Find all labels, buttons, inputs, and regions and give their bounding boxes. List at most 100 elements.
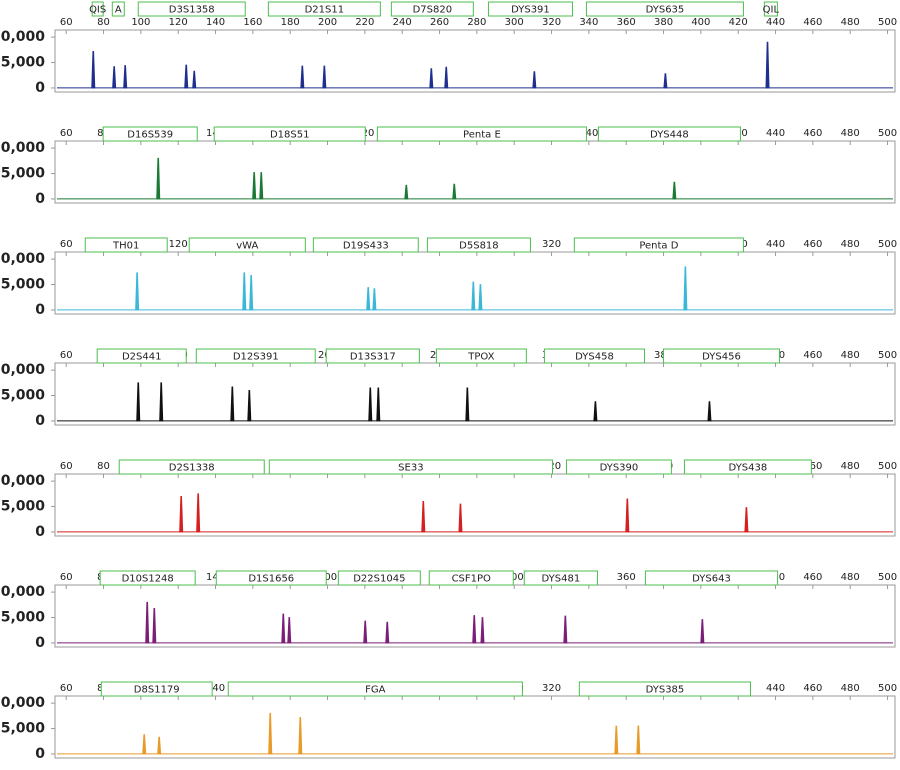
- y-tick-label: 10,000: [0, 473, 45, 489]
- peak: [322, 65, 327, 89]
- locus-label: DYS481: [542, 574, 581, 585]
- x-tick-label: 500: [878, 350, 897, 361]
- locus-box: [102, 126, 198, 142]
- peak: [765, 41, 770, 89]
- locus-box: [337, 570, 421, 586]
- x-tick-label: 60: [60, 683, 73, 694]
- locus-box: [268, 459, 553, 475]
- x-tick-label: 320: [542, 239, 561, 250]
- locus-label: DYS438: [729, 463, 768, 474]
- locus-box: [763, 1, 778, 17]
- peak: [179, 495, 184, 533]
- x-tick-label: 440: [766, 128, 785, 139]
- x-tick-label: 460: [803, 128, 822, 139]
- peak: [593, 401, 598, 422]
- x-tick-label: 80: [97, 461, 110, 472]
- locus-box: [523, 570, 598, 586]
- peak: [135, 272, 140, 311]
- y-tick-label: 5,000: [1, 388, 46, 404]
- locus-label: QIL: [763, 5, 780, 16]
- x-tick-label: 240: [393, 17, 412, 28]
- x-tick-label: 460: [803, 350, 822, 361]
- locus-label: FGA: [365, 685, 386, 696]
- locus-box: [84, 237, 168, 253]
- y-tick-label: 10,000: [0, 584, 45, 600]
- locus-box: [96, 348, 187, 364]
- peak: [458, 503, 463, 533]
- locus-label: DYS458: [575, 352, 614, 363]
- locus-label: Penta D: [639, 241, 678, 252]
- peak: [683, 266, 688, 311]
- locus-box: [215, 570, 327, 586]
- plot-frame: [54, 362, 896, 426]
- locus-box: [111, 1, 125, 17]
- peak: [252, 172, 257, 200]
- locus-box: [573, 237, 744, 253]
- y-tick-label: 5,000: [1, 499, 46, 515]
- peak: [91, 50, 96, 89]
- peak: [636, 725, 641, 755]
- peak: [298, 716, 303, 755]
- locus-label: D22S1045: [353, 574, 405, 585]
- peak: [625, 498, 630, 533]
- plot-frame: [54, 29, 896, 93]
- peak: [136, 382, 141, 422]
- y-tick-label: 5,000: [1, 277, 46, 293]
- locus-label: DYS448: [650, 130, 689, 141]
- locus-box: [227, 681, 523, 697]
- y-tick-label: 10,000: [0, 140, 45, 156]
- x-tick-label: 340: [579, 128, 598, 139]
- x-tick-label: 500: [878, 572, 897, 583]
- x-tick-label: 500: [878, 128, 897, 139]
- x-tick-label: 180: [281, 17, 300, 28]
- x-tick-label: 300: [505, 572, 524, 583]
- peak: [472, 615, 477, 644]
- locus-label: D7S820: [413, 5, 453, 16]
- x-tick-label: 460: [803, 17, 822, 28]
- locus-label: SE33: [398, 463, 423, 474]
- x-tick-label: 400: [691, 17, 710, 28]
- peak: [376, 387, 381, 422]
- peak: [196, 493, 201, 533]
- x-tick-label: 440: [766, 17, 785, 28]
- peak: [744, 507, 749, 533]
- y-tick-label: 0: [35, 80, 45, 96]
- locus-label: DYS390: [600, 463, 639, 474]
- locus-box: [585, 1, 744, 17]
- x-tick-label: 460: [803, 239, 822, 250]
- peak: [614, 725, 619, 755]
- x-tick-label: 360: [617, 17, 636, 28]
- peak: [372, 288, 377, 311]
- peak: [247, 390, 252, 422]
- x-tick-label: 60: [60, 572, 73, 583]
- locus-box: [312, 237, 419, 253]
- x-tick-label: 480: [841, 461, 860, 472]
- x-tick-label: 140: [206, 17, 225, 28]
- x-tick-label: 300: [505, 17, 524, 28]
- x-tick-label: 360: [617, 572, 636, 583]
- x-tick-label: 320: [542, 17, 561, 28]
- x-tick-label: 460: [803, 683, 822, 694]
- x-tick-label: 500: [878, 17, 897, 28]
- peak: [268, 712, 273, 755]
- locus-label: Penta E: [463, 130, 501, 141]
- peak: [385, 621, 390, 644]
- peak: [707, 401, 712, 422]
- x-tick-label: 320: [542, 683, 561, 694]
- locus-label: TPOX: [467, 352, 494, 363]
- y-tick-label: 0: [35, 746, 45, 762]
- x-tick-label: 380: [654, 17, 673, 28]
- peak: [663, 73, 668, 89]
- locus-box: [118, 459, 265, 475]
- locus-label: CSF1PO: [452, 574, 491, 585]
- peak: [242, 272, 247, 311]
- peak: [259, 172, 264, 200]
- x-tick-label: 480: [841, 17, 860, 28]
- locus-box: [100, 681, 213, 697]
- locus-box: [663, 348, 780, 364]
- locus-label: vWA: [236, 241, 258, 252]
- peak: [465, 387, 470, 422]
- x-tick-label: 500: [878, 683, 897, 694]
- x-tick-label: 480: [841, 350, 860, 361]
- x-tick-label: 480: [841, 683, 860, 694]
